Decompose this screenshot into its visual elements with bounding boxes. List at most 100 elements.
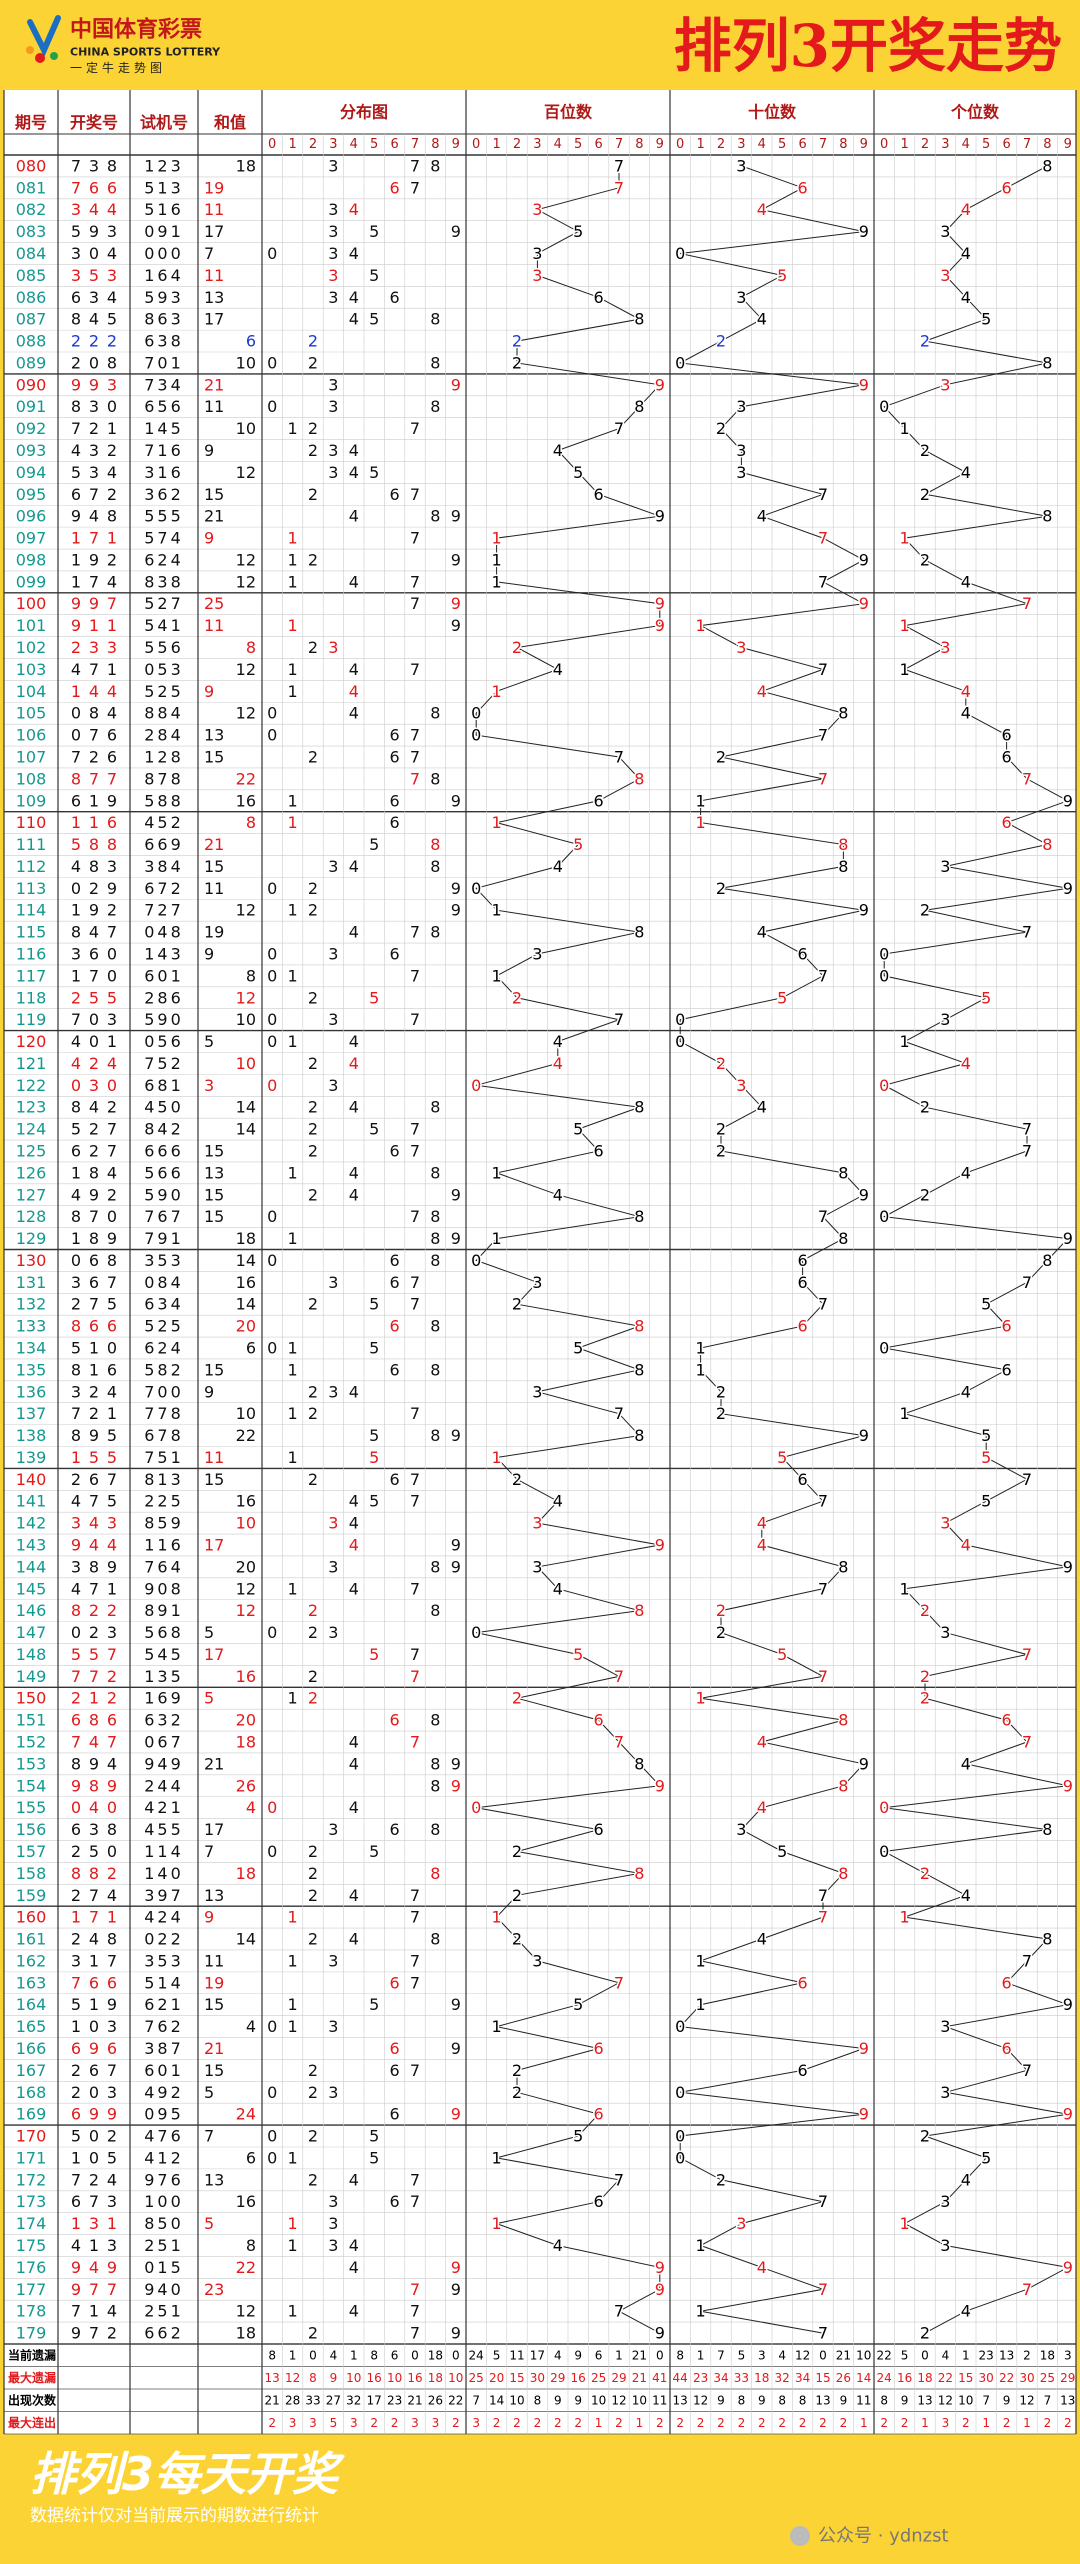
draw-digit: 7 xyxy=(89,1886,99,1905)
position-digit: 1 xyxy=(492,2017,502,2036)
watermark: 公众号 · ydnzst xyxy=(818,2526,949,2547)
draw-digit: 0 xyxy=(107,1207,117,1226)
position-digit: 3 xyxy=(736,397,746,416)
distribution-digit: 3 xyxy=(328,2236,338,2255)
draw-digit: 7 xyxy=(89,966,99,985)
issue: 177 xyxy=(16,2280,47,2299)
position-digit: 9 xyxy=(655,2258,665,2277)
position-digit: 3 xyxy=(736,441,746,460)
position-digit: 8 xyxy=(634,1098,644,1117)
issue: 096 xyxy=(16,507,47,526)
position-digit: 7 xyxy=(818,1579,828,1598)
stat-value: 13 xyxy=(999,2348,1014,2362)
stat-value: 9 xyxy=(717,2393,725,2407)
trend-lines xyxy=(475,165,1070,2334)
position-digit: 7 xyxy=(1022,2061,1032,2080)
draw-digit: 4 xyxy=(89,1514,99,1533)
issue: 087 xyxy=(16,310,47,329)
draw-digit: 4 xyxy=(107,1536,117,1555)
distribution-digit: 0 xyxy=(267,726,277,745)
position-digit: 3 xyxy=(532,1557,542,1576)
stat-value: 30 xyxy=(530,2371,545,2385)
distribution-digit: 1 xyxy=(288,813,298,832)
distribution-digit: 6 xyxy=(390,288,400,307)
sum: 10 xyxy=(236,1404,256,1423)
issue: 084 xyxy=(16,244,47,263)
stat-value: 29 xyxy=(1060,2371,1075,2385)
position-digit: 1 xyxy=(492,1448,502,1467)
issue: 119 xyxy=(16,1010,47,1029)
issue: 142 xyxy=(16,1514,47,1533)
sum: 9 xyxy=(204,682,214,701)
distribution-digit: 7 xyxy=(410,726,420,745)
draw-digit: 3 xyxy=(107,2236,117,2255)
distribution-digit: 9 xyxy=(451,1185,461,1204)
position-digit: 4 xyxy=(553,1032,563,1051)
issue: 109 xyxy=(16,791,47,810)
draw-digit: 0 xyxy=(107,966,117,985)
position-digit: 1 xyxy=(696,1995,706,2014)
distribution-digit: 4 xyxy=(349,1382,359,1401)
position-digit: 5 xyxy=(981,988,991,1007)
stat-value: 12 xyxy=(285,2371,300,2385)
position-trend-line xyxy=(882,165,1070,2334)
draw-digit: 1 xyxy=(71,572,81,591)
distribution-digit: 2 xyxy=(308,2127,318,2146)
position-digit: 1 xyxy=(492,2214,502,2233)
issue: 161 xyxy=(16,1930,47,1949)
position-trend-line xyxy=(678,165,866,2334)
position-digit: 7 xyxy=(818,1492,828,1511)
distribution-digit: 4 xyxy=(349,660,359,679)
issue: 169 xyxy=(16,2105,47,2124)
test-number: 632 xyxy=(144,1711,184,1730)
distribution-digit: 5 xyxy=(369,1295,379,1314)
draw-digit: 6 xyxy=(71,288,81,307)
draw-digit: 7 xyxy=(71,1010,81,1029)
draw-digit: 2 xyxy=(107,550,117,569)
position-digit: 5 xyxy=(981,1492,991,1511)
sum: 18 xyxy=(236,1733,256,1752)
draw-digit: 9 xyxy=(89,1185,99,1204)
distribution-digit: 3 xyxy=(328,397,338,416)
position-digit: 3 xyxy=(940,2017,950,2036)
position-digit: 3 xyxy=(940,857,950,876)
stat-value: 21 xyxy=(265,2393,280,2407)
column-header: 十位数 xyxy=(748,103,797,122)
distribution-digit: 1 xyxy=(288,1689,298,1708)
position-digit: 2 xyxy=(512,988,522,1007)
issue: 111 xyxy=(16,835,47,854)
position-digit: 7 xyxy=(614,1733,624,1752)
draw-digit: 1 xyxy=(107,1908,117,1927)
position-digit: 8 xyxy=(838,1864,848,1883)
stat-value: 13 xyxy=(265,2371,280,2385)
distribution-digit: 2 xyxy=(308,1623,318,1642)
stat-value: 12 xyxy=(693,2393,708,2407)
distribution-digit: 1 xyxy=(288,1163,298,1182)
position-digit: 8 xyxy=(838,1163,848,1182)
distribution-digit: 4 xyxy=(349,1163,359,1182)
position-digit: 1 xyxy=(492,529,502,548)
sum: 12 xyxy=(236,1601,256,1620)
draw-digit: 4 xyxy=(89,200,99,219)
issue: 095 xyxy=(16,485,47,504)
position-digit: 7 xyxy=(1022,1470,1032,1489)
draw-digit: 9 xyxy=(71,1536,81,1555)
distribution-digit: 0 xyxy=(267,397,277,416)
distribution-digit: 7 xyxy=(410,594,420,613)
sum: 17 xyxy=(204,310,224,329)
draw-digit: 2 xyxy=(89,332,99,351)
position-digit: 3 xyxy=(532,1273,542,1292)
sum: 8 xyxy=(246,2236,256,2255)
distribution-digit: 4 xyxy=(349,1514,359,1533)
draw-digit: 7 xyxy=(107,2280,117,2299)
digit-header: 4 xyxy=(554,137,562,152)
distribution-digit: 7 xyxy=(410,1404,420,1423)
distribution-digit: 4 xyxy=(349,288,359,307)
distribution-digit: 7 xyxy=(410,572,420,591)
stat-value: 23 xyxy=(693,2371,708,2385)
stat-value: 20 xyxy=(489,2371,504,2385)
draw-digit: 9 xyxy=(71,2280,81,2299)
position-digit: 7 xyxy=(614,1667,624,1686)
distribution-digit: 7 xyxy=(410,1207,420,1226)
distribution-digit: 5 xyxy=(369,835,379,854)
